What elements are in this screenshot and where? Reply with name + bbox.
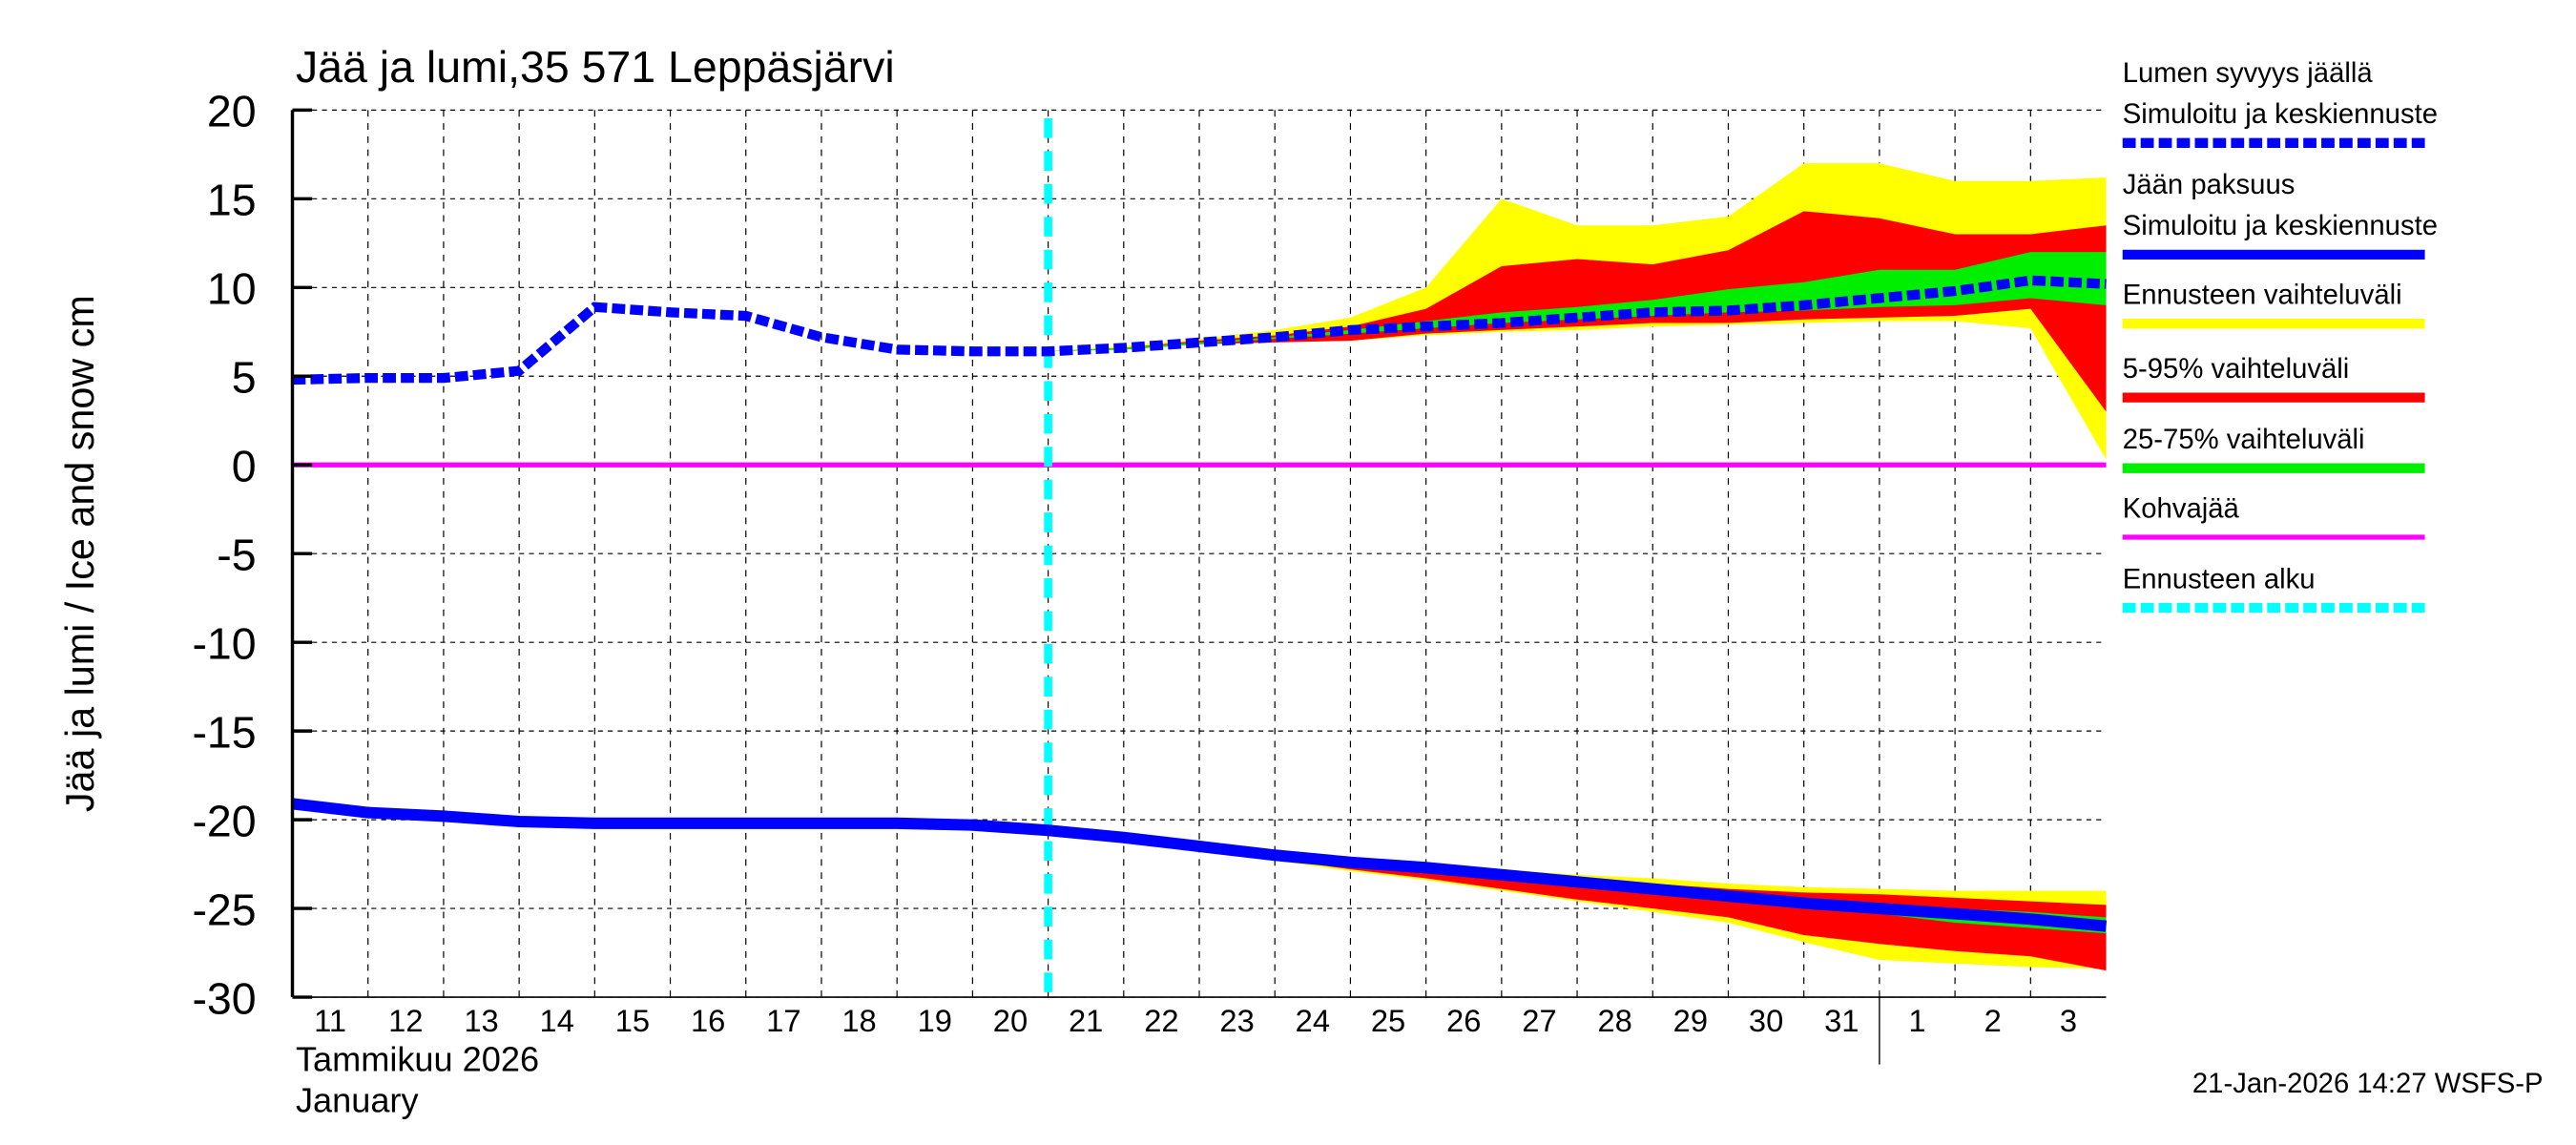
ice-thickness-line: [291, 798, 2108, 932]
x-tick-label: 22: [1144, 1003, 1178, 1038]
legend-label: Ennusteen vaihteluväli: [2123, 281, 2402, 311]
x-tick-label: 27: [1522, 1003, 1556, 1038]
legend-label: Ennusteen alku: [2123, 564, 2316, 594]
y-tick-label: -30: [192, 973, 256, 1023]
legend-label: Lumen syvyys jäällä: [2123, 58, 2374, 89]
snow-depth-line: [292, 275, 2107, 385]
chart-title: Jää ja lumi,35 571 Leppäsjärvi: [296, 42, 895, 92]
x-tick-label: 28: [1597, 1003, 1631, 1038]
y-tick-label: -25: [192, 885, 256, 934]
y-axis-label: Jää ja lumi / Ice and snow cm: [58, 295, 102, 812]
snow-25-75-band: [1048, 252, 2107, 352]
x-tick-label: 15: [615, 1003, 650, 1038]
y-tick-label: 15: [207, 176, 257, 225]
x-tick-label: 24: [1296, 1003, 1330, 1038]
x-tick-label: 31: [1824, 1003, 1859, 1038]
y-tick-label: 10: [207, 264, 257, 314]
footer-timestamp: 21-Jan-2026 14:27 WSFS-P: [2192, 1069, 2544, 1099]
y-tick-label: -10: [192, 618, 256, 668]
x-tick-label: 13: [464, 1003, 498, 1038]
x-tick-label: 30: [1749, 1003, 1783, 1038]
x-axis-month-label: Tammikuu 2026: [296, 1040, 539, 1079]
x-tick-label: 11: [314, 1003, 346, 1038]
lines: [291, 117, 2108, 998]
x-tick-label: 29: [1673, 1003, 1708, 1038]
legend-label: 5-95% vaihteluväli: [2123, 354, 2350, 385]
x-tick-label: 3: [2060, 1003, 2077, 1038]
x-tick-label: 20: [993, 1003, 1028, 1038]
x-tick-label: 21: [1069, 1003, 1103, 1038]
x-tick-label: 16: [691, 1003, 725, 1038]
legend: Lumen syvyys jäällä Simuloitu ja keskienn…: [2122, 58, 2438, 614]
x-tick-label: 12: [388, 1003, 423, 1038]
x-tick-label: 17: [766, 1003, 800, 1038]
x-tick-label: 23: [1219, 1003, 1254, 1038]
legend-label: Jään paksuus: [2123, 170, 2296, 200]
y-tick-label: 0: [232, 441, 257, 490]
legend-label: 25-75% vaihteluväli: [2123, 425, 2365, 455]
x-tick-label: 19: [918, 1003, 952, 1038]
y-tick-label: 20: [207, 87, 257, 136]
y-tick-label: -5: [217, 530, 256, 579]
x-tick-label: 18: [841, 1003, 876, 1038]
x-tick-label: 2: [1984, 1003, 2002, 1038]
x-axis-month-label-en: January: [296, 1081, 419, 1120]
x-tick-label: 14: [540, 1003, 574, 1038]
x-tick-label: 25: [1371, 1003, 1405, 1038]
x-tick-label: 26: [1446, 1003, 1481, 1038]
x-tick-label: 1: [1908, 1003, 1925, 1038]
ice-5-95-band: [1048, 830, 2107, 971]
y-tick-label: -15: [192, 707, 256, 757]
legend-label: Kohvajää: [2123, 493, 2240, 524]
legend-label: Simuloitu ja keskiennuste: [2123, 99, 2438, 130]
legend-label: Simuloitu ja keskiennuste: [2123, 211, 2438, 241]
y-tick-label: 5: [232, 352, 257, 402]
y-tick-label: -20: [192, 796, 256, 845]
